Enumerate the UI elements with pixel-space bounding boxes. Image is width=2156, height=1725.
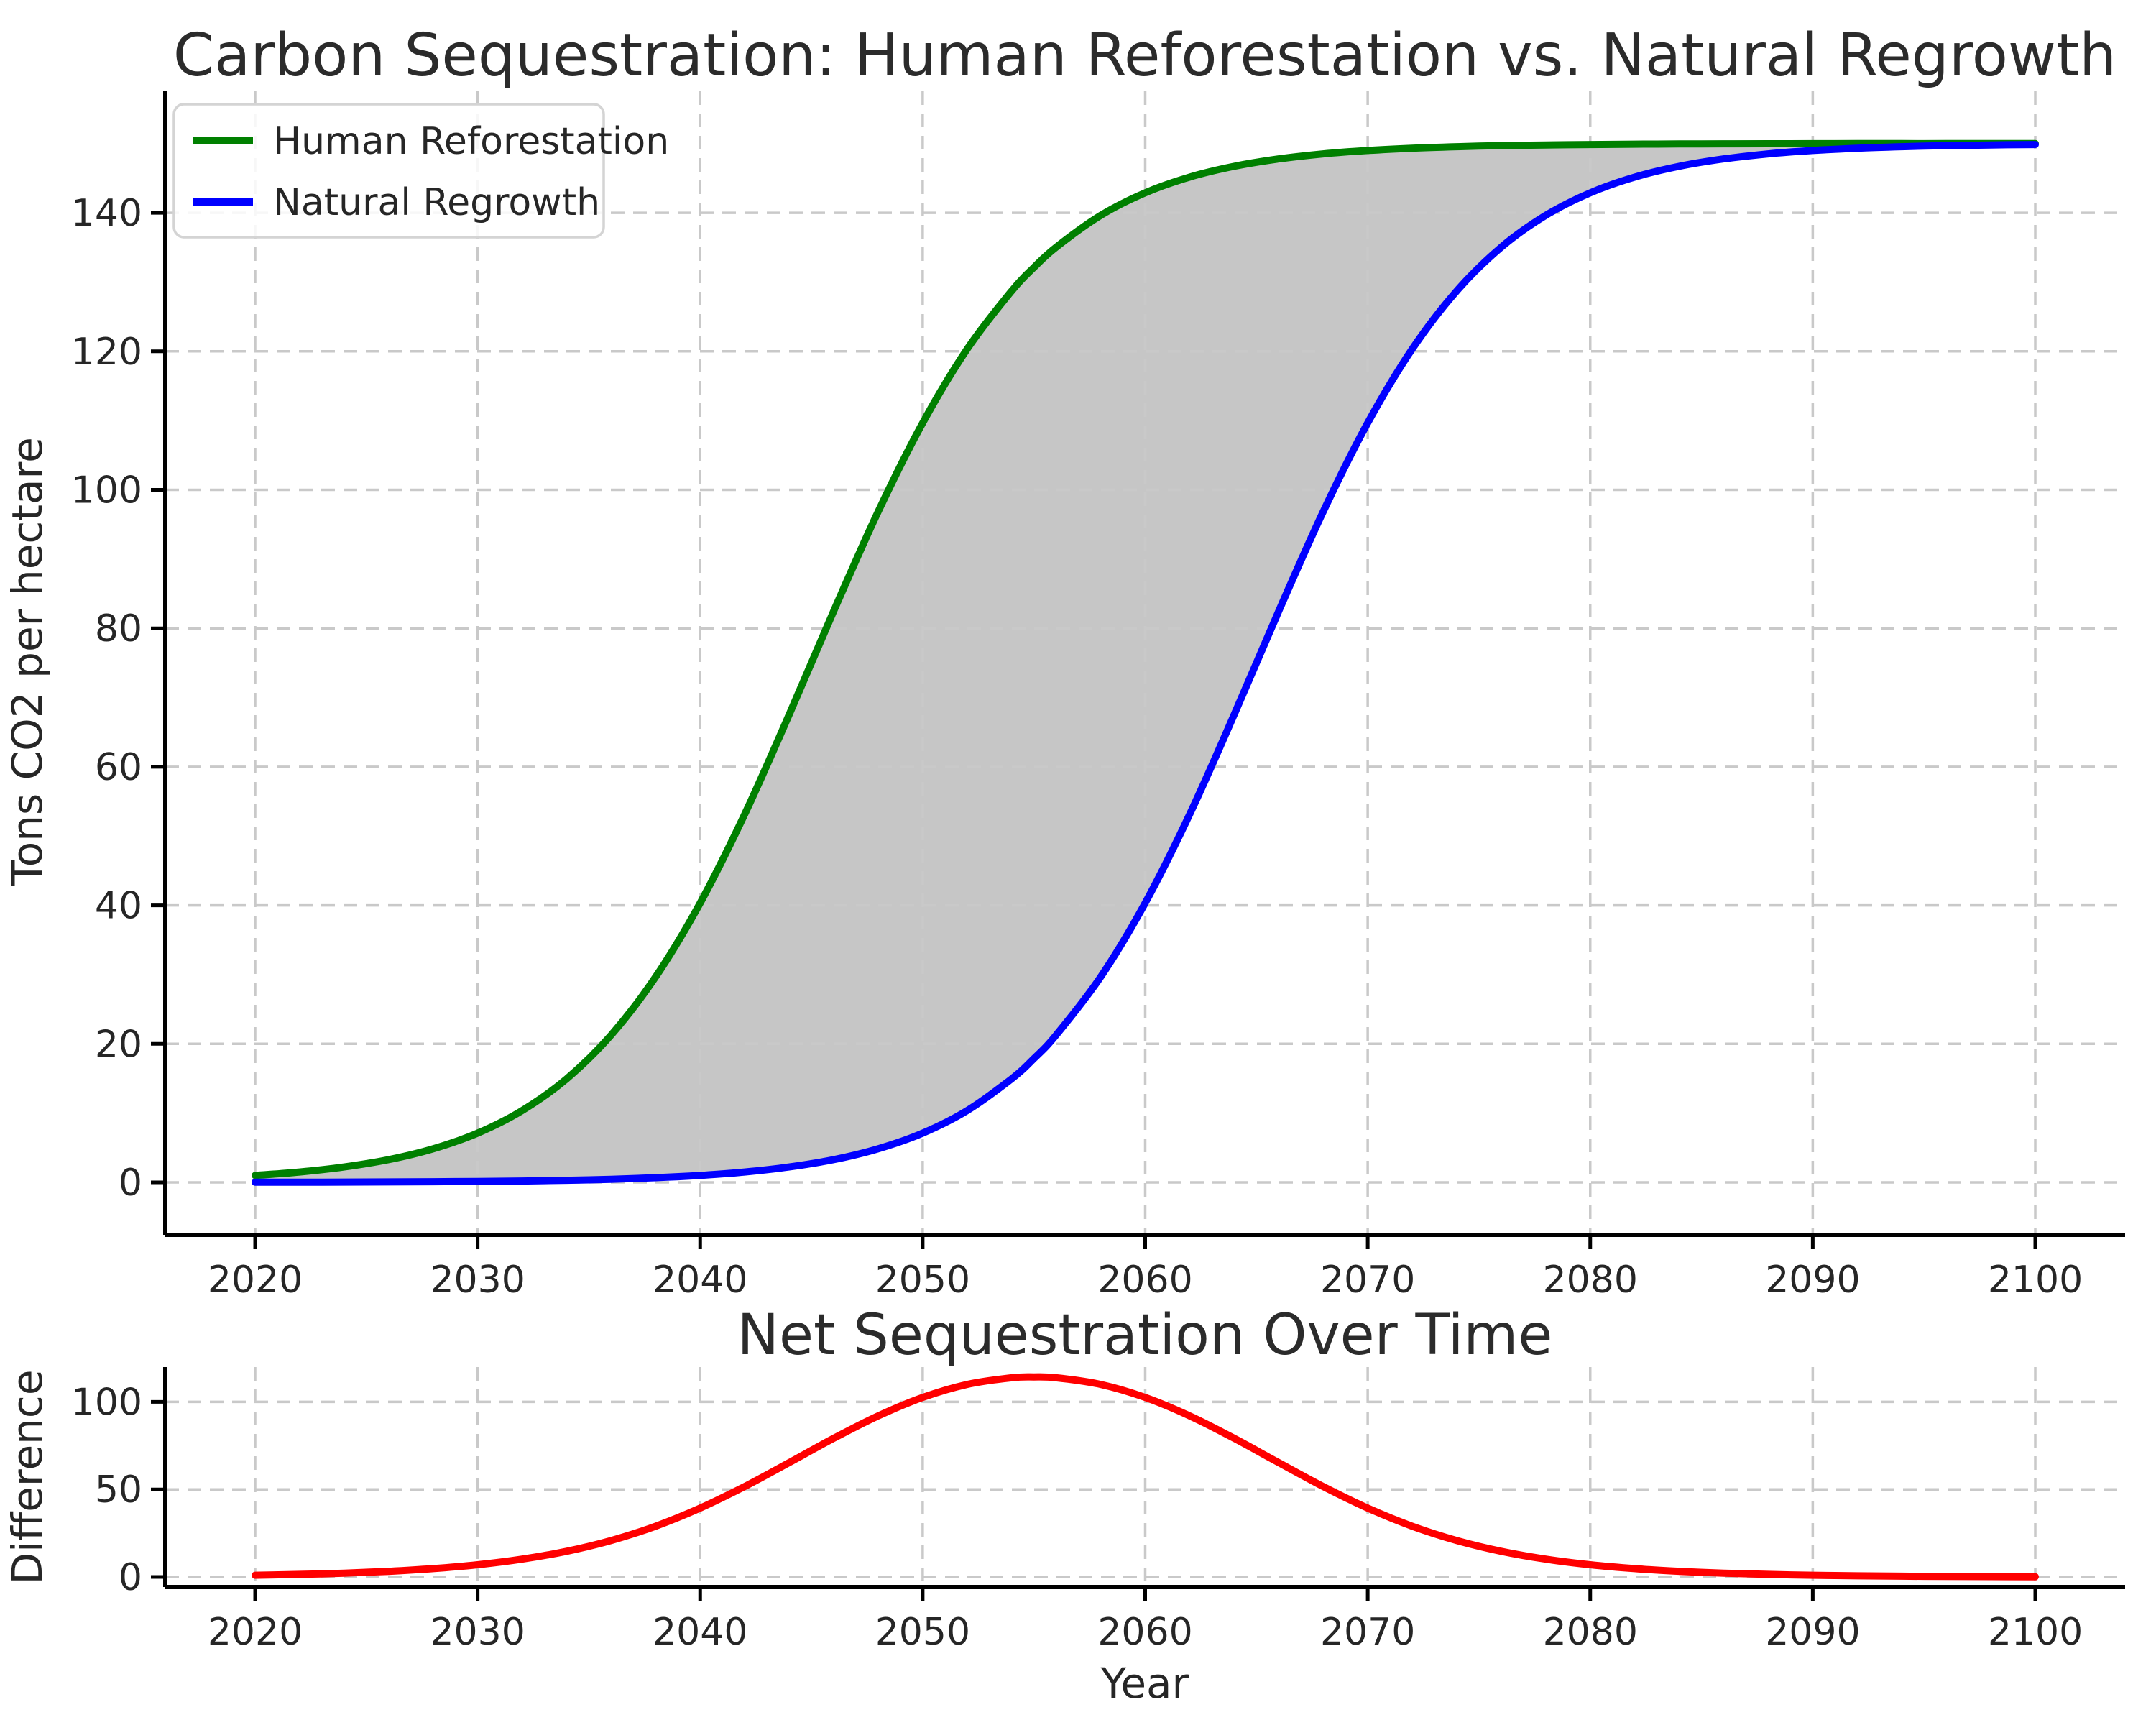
series-line-human-reforestation xyxy=(252,139,2039,1179)
x-tick-label: 2080 xyxy=(1543,1259,1638,1302)
x-tick-label: 2050 xyxy=(875,1611,970,1654)
y-tick-label: 40 xyxy=(95,885,142,928)
series-curves-top xyxy=(252,139,2039,1186)
chart1-title: Carbon Sequestration: Human Reforestatio… xyxy=(173,22,2116,90)
y-tick-label: 20 xyxy=(95,1023,142,1066)
x-tick-label: 2030 xyxy=(430,1611,525,1654)
x-tick-label: 2100 xyxy=(1988,1259,2083,1302)
chart-bottom-net-sequestration: Net Sequestration Over Time Difference 2… xyxy=(3,1303,2125,1708)
x-tick-label: 2070 xyxy=(1320,1259,1415,1302)
legend: Human Reforestation Natural Regrowth xyxy=(172,103,669,239)
x-tick-label: 2040 xyxy=(653,1611,747,1654)
chart1-y-axis-label: Tons CO2 per hectare xyxy=(3,437,52,886)
x-tick-label: 2060 xyxy=(1097,1611,1192,1654)
x-tick-label: 2060 xyxy=(1097,1259,1192,1302)
chart-top-sequestration: Carbon Sequestration: Human Reforestatio… xyxy=(3,22,2125,1302)
x-tick-label: 2020 xyxy=(208,1611,303,1654)
ticks-bottom: 2020 2030 2040 2050 2060 2070 2080 2090 2100 0 50 1… xyxy=(71,1381,2083,1654)
x-tick-label: 2080 xyxy=(1543,1611,1638,1654)
series-line-natural-regrowth xyxy=(252,141,2039,1186)
y-tick-label: 100 xyxy=(71,1381,142,1424)
legend-label-natural-regrowth: Natural Regrowth xyxy=(273,181,600,224)
series-line-difference xyxy=(252,1373,2039,1581)
x-tick-label: 2030 xyxy=(430,1259,525,1302)
x-tick-label: 2020 xyxy=(208,1259,303,1302)
gridlines-top xyxy=(165,91,2125,1235)
series-curves-bottom xyxy=(252,1373,2039,1581)
y-tick-label: 0 xyxy=(119,1162,142,1205)
x-tick-label: 2040 xyxy=(653,1259,747,1302)
y-tick-label: 50 xyxy=(95,1468,142,1512)
ticks-top: 2020 2030 2040 2050 2060 2070 2080 2090 21000204… xyxy=(71,192,2083,1302)
y-tick-label: 100 xyxy=(71,469,142,512)
x-tick-label: 2090 xyxy=(1765,1611,1860,1654)
x-tick-label: 2100 xyxy=(1988,1611,2083,1654)
x-tick-label: 2070 xyxy=(1320,1611,1415,1654)
chart2-title: Net Sequestration Over Time xyxy=(737,1303,1553,1368)
y-tick-label: 60 xyxy=(95,746,142,789)
y-tick-label: 120 xyxy=(71,331,142,374)
y-tick-label: 80 xyxy=(95,607,142,650)
legend-label-human-reforestation: Human Reforestation xyxy=(273,120,669,163)
x-tick-label: 2050 xyxy=(875,1259,970,1302)
y-tick-label: 0 xyxy=(119,1556,142,1599)
x-tick-label: 2090 xyxy=(1765,1259,1860,1302)
y-tick-label: 140 xyxy=(71,192,142,235)
chart2-y-axis-label: Difference xyxy=(3,1369,52,1584)
legend-box xyxy=(172,103,605,239)
chart2-x-axis-label: Year xyxy=(1100,1659,1189,1708)
